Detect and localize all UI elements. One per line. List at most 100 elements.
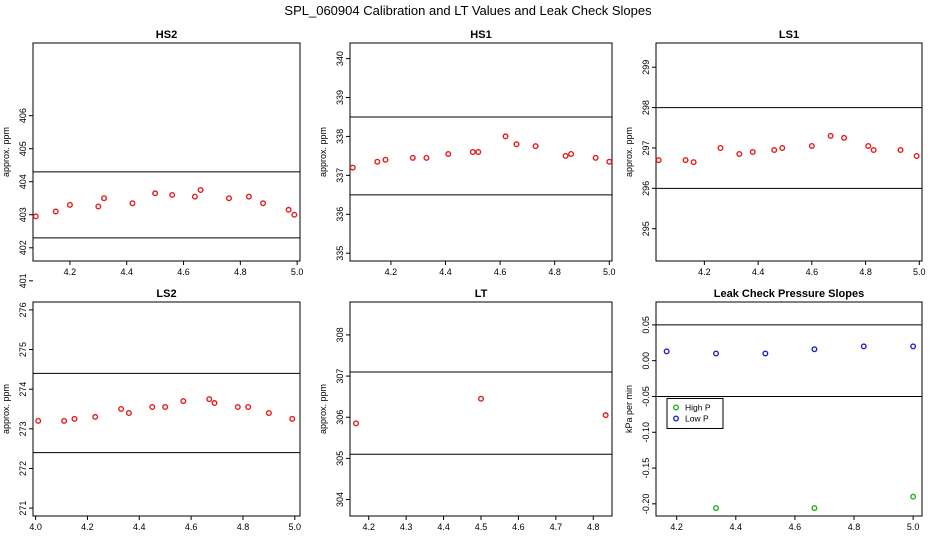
y-tick-label: -0.10 xyxy=(641,422,651,443)
data-point xyxy=(382,156,389,163)
data-point xyxy=(197,186,204,193)
data-point xyxy=(592,154,599,161)
data-point xyxy=(125,409,132,416)
data-point xyxy=(71,415,78,422)
x-tick-label: 4.6 xyxy=(177,267,190,277)
panel-3: LS1 4.2 4.4 4.6 4.8 5.0 295 296 297 298 299 approx.… xyxy=(624,29,926,277)
panel-title: Leak Check Pressure Slopes xyxy=(714,288,864,300)
panel-5: LT 4.2 4.3 4.4 4.5 4.6 4.7 4.8 304 305 306 307 308 ap… xyxy=(318,288,613,532)
y-tick-label: -0.05 xyxy=(641,386,651,407)
x-tick-label: 4.4 xyxy=(120,267,133,277)
data-point xyxy=(478,395,485,402)
y-tick-label: 273 xyxy=(18,421,28,436)
x-tick-label: 4.2 xyxy=(362,522,375,532)
x-tick-label: 4.2 xyxy=(81,522,94,532)
series-2 xyxy=(663,343,917,357)
data-point xyxy=(374,158,381,165)
plot-frame xyxy=(655,301,923,517)
data-point xyxy=(749,148,756,155)
data-point xyxy=(865,142,872,149)
data-point xyxy=(423,154,430,161)
series-1 xyxy=(35,396,296,424)
plot-frame xyxy=(349,301,613,517)
y-tick-label: 335 xyxy=(335,246,345,261)
data-point xyxy=(162,404,169,411)
data-point xyxy=(762,350,769,357)
data-point xyxy=(291,211,298,218)
data-point xyxy=(841,134,848,141)
data-point xyxy=(352,420,359,427)
data-point xyxy=(655,157,662,164)
legend-marker xyxy=(673,415,680,422)
data-point xyxy=(663,348,670,355)
x-tick-label: 4.6 xyxy=(185,522,198,532)
y-tick-label: 403 xyxy=(18,207,28,222)
data-point xyxy=(811,346,818,353)
data-point xyxy=(118,406,125,413)
x-tick-label: 4.6 xyxy=(512,522,525,532)
data-point xyxy=(191,193,198,200)
x-tick-label: 4.6 xyxy=(806,267,819,277)
data-point xyxy=(225,195,232,202)
y-tick-label: 297 xyxy=(641,140,651,155)
y-tick-label: 275 xyxy=(18,342,28,357)
y-axis-label: approx. ppm xyxy=(318,384,328,434)
x-tick-label: 4.8 xyxy=(859,267,872,277)
y-tick-label: 404 xyxy=(18,174,28,189)
x-tick-label: 5.0 xyxy=(913,267,926,277)
y-tick-label: 337 xyxy=(335,168,345,183)
data-point xyxy=(52,208,59,215)
x-tick-label: 4.8 xyxy=(848,522,861,532)
plot-frame xyxy=(349,42,613,262)
data-point xyxy=(690,159,697,166)
data-point xyxy=(349,164,356,171)
data-point xyxy=(95,203,102,210)
series-1 xyxy=(32,186,298,220)
data-point xyxy=(66,201,73,208)
y-axis-label: kPa per min xyxy=(624,385,634,433)
data-point xyxy=(180,398,187,405)
data-point xyxy=(245,404,252,411)
y-tick-label: 272 xyxy=(18,461,28,476)
y-axis-label: approx. ppm xyxy=(1,127,11,177)
data-point xyxy=(129,200,136,207)
panel-title: LS2 xyxy=(156,288,176,300)
legend-box xyxy=(666,397,724,429)
y-tick-label: 298 xyxy=(641,100,651,115)
y-axis-label: approx. ppm xyxy=(318,127,328,177)
data-point xyxy=(502,133,509,140)
x-tick-label: 4.4 xyxy=(437,522,450,532)
data-point xyxy=(602,412,609,419)
data-point xyxy=(712,350,719,357)
data-point xyxy=(92,413,99,420)
series-1 xyxy=(712,493,917,512)
data-point xyxy=(779,144,786,151)
y-tick-label: 336 xyxy=(335,207,345,222)
x-tick-label: 4.2 xyxy=(698,267,711,277)
y-tick-label: 307 xyxy=(335,369,345,384)
data-point xyxy=(285,206,292,213)
data-point xyxy=(149,404,156,411)
x-tick-label: 4.7 xyxy=(550,522,563,532)
x-tick-label: 4.2 xyxy=(385,267,398,277)
data-point xyxy=(169,191,176,198)
data-point xyxy=(245,193,252,200)
data-point xyxy=(260,200,267,207)
data-point xyxy=(811,505,818,512)
panel-2: HS1 4.2 4.4 4.6 4.8 5.0 335 336 337 338 339 340 appr… xyxy=(318,29,616,277)
figure-title: SPL_060904 Calibration and LT Values and… xyxy=(284,3,652,18)
x-tick-label: 4.8 xyxy=(237,522,250,532)
data-point xyxy=(736,151,743,158)
y-axis-label: approx. ppm xyxy=(1,384,11,434)
x-tick-label: 4.8 xyxy=(548,267,561,277)
y-tick-label: 274 xyxy=(18,382,28,397)
x-tick-label: 4.2 xyxy=(670,522,683,532)
data-point xyxy=(101,195,108,202)
panel-4: LS2 4.0 4.2 4.4 4.6 4.8 5.0 271 272 273 274 275 276 a… xyxy=(1,288,301,532)
legend-marker xyxy=(673,404,680,411)
y-tick-label: 308 xyxy=(335,327,345,342)
x-tick-label: 4.8 xyxy=(234,267,247,277)
series-1 xyxy=(349,133,613,171)
y-tick-label: 402 xyxy=(18,240,28,255)
